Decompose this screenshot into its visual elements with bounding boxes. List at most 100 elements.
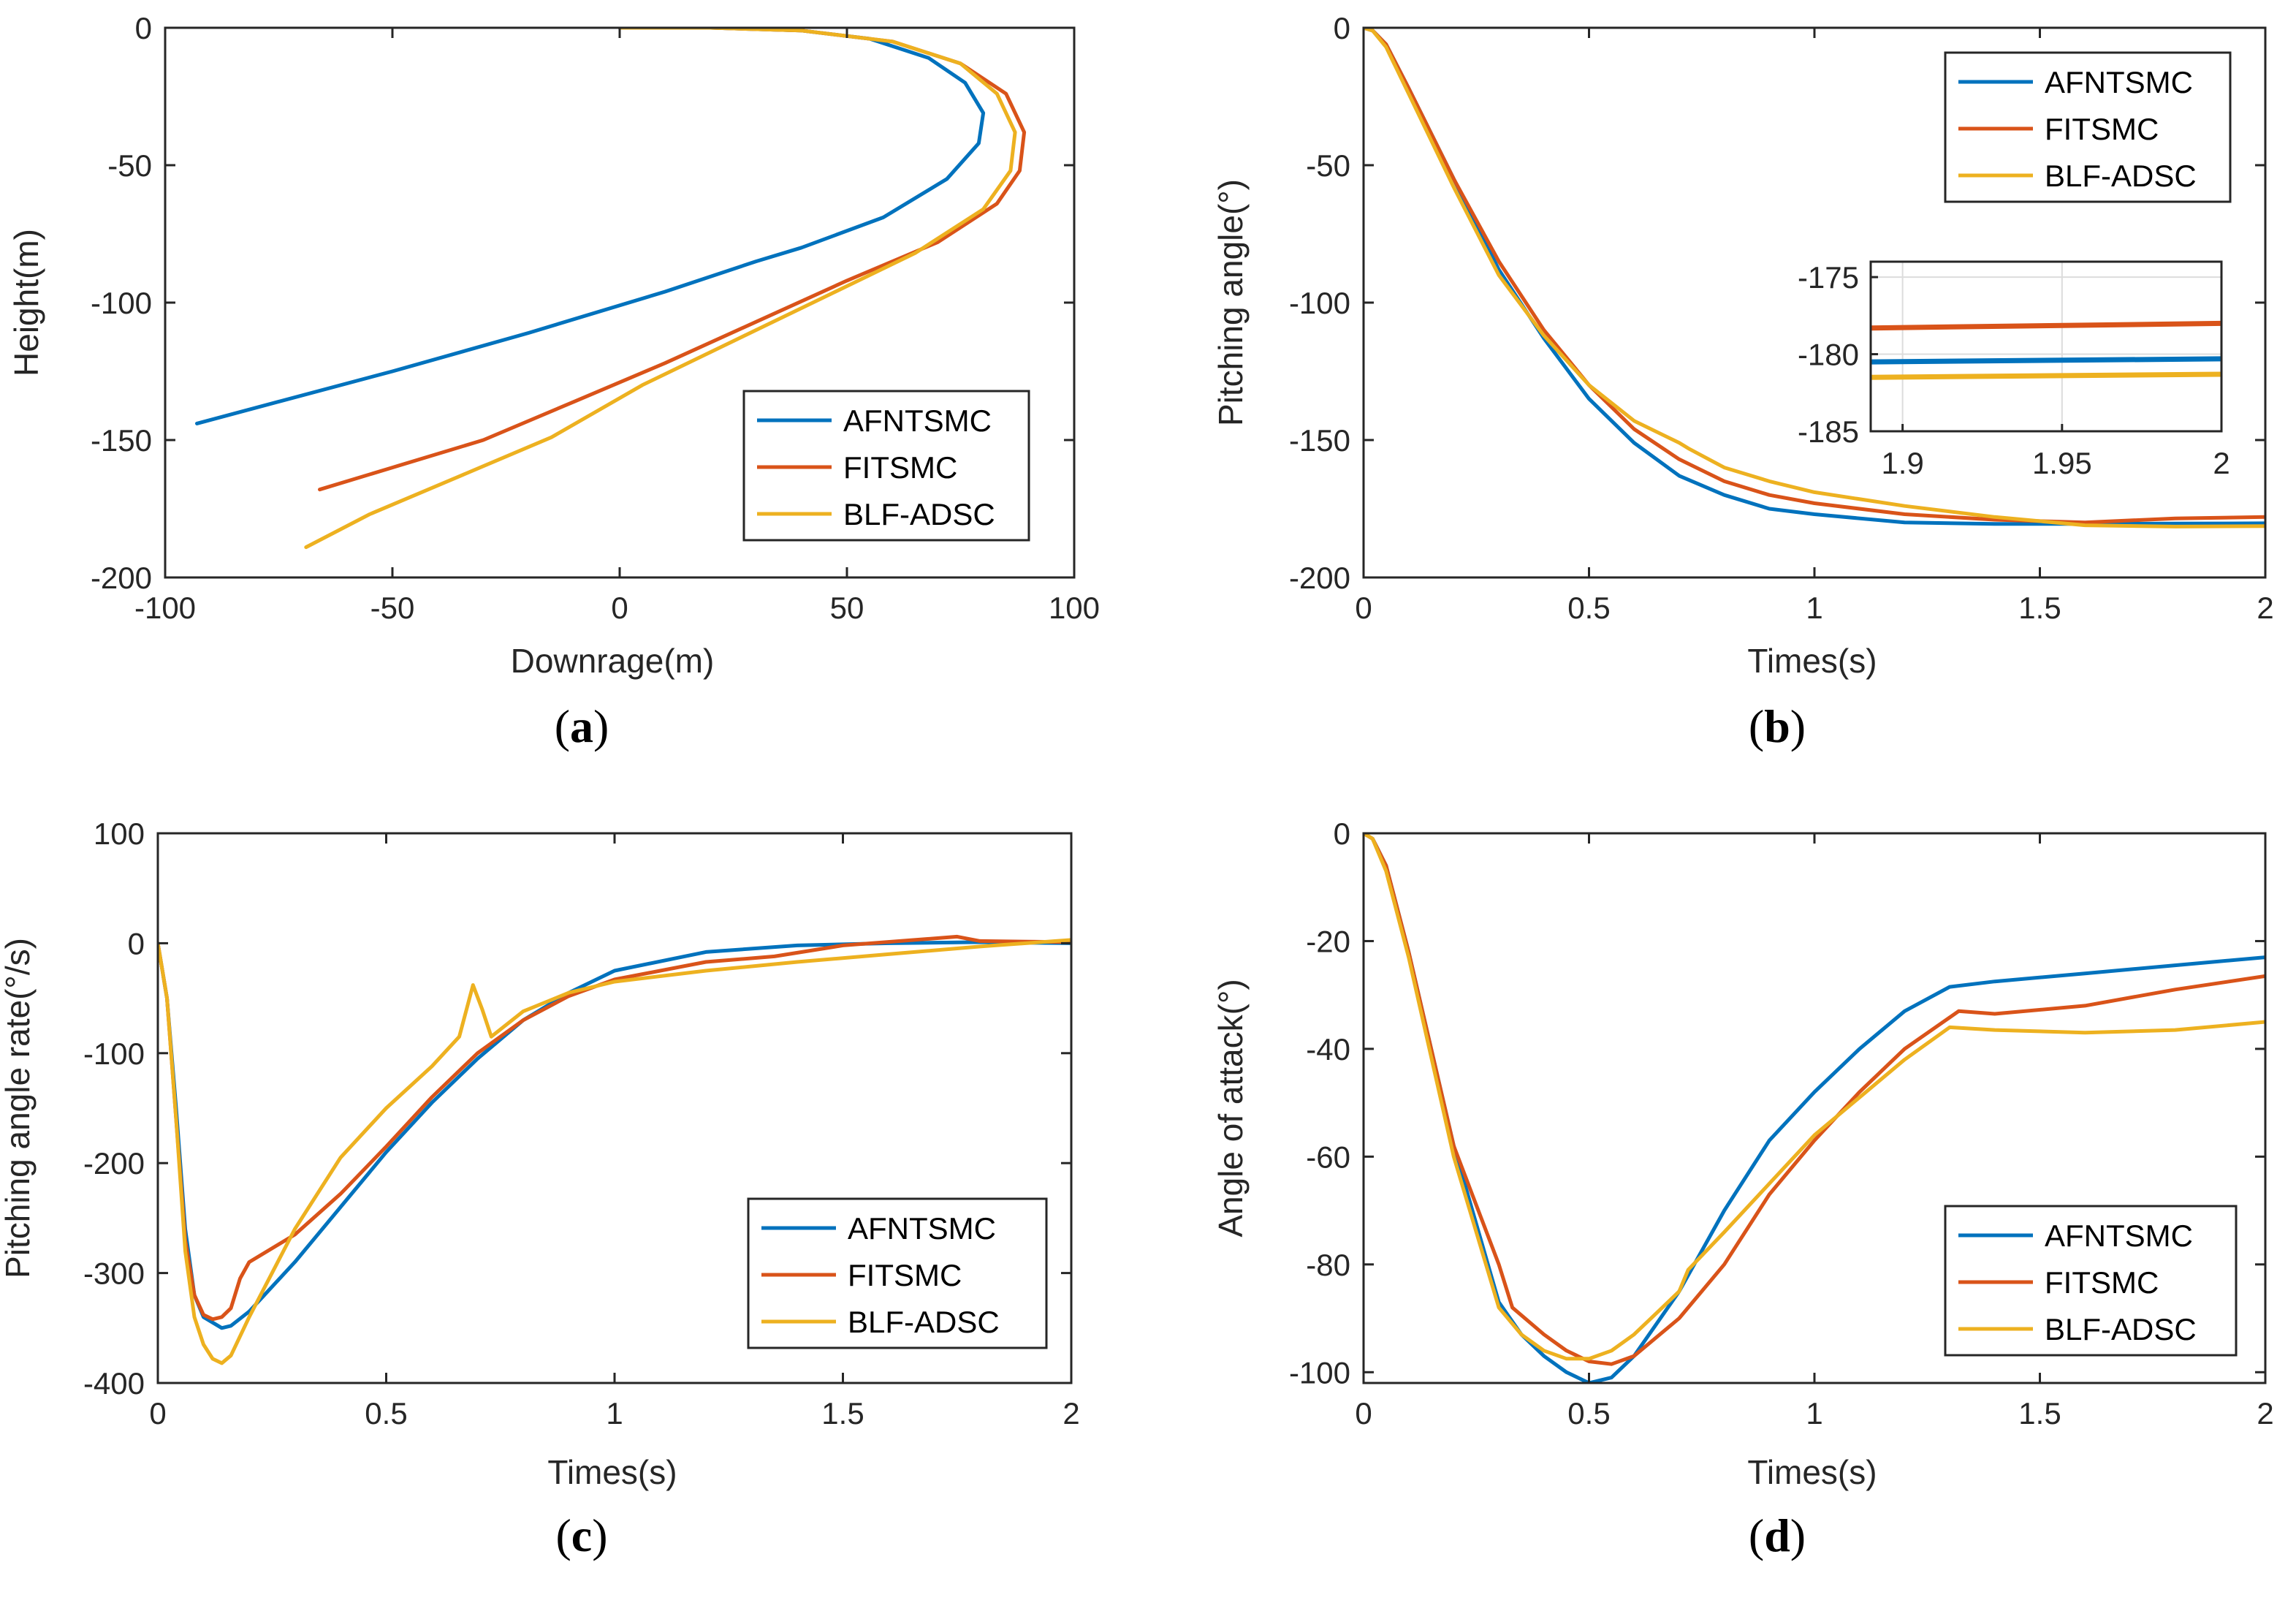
panel-label-close: )	[1790, 700, 1806, 752]
y-tick-label: -50	[1306, 148, 1350, 183]
inset-series-line-blf-adsc	[1871, 371, 2221, 380]
inset-axes-box	[1869, 260, 2223, 433]
x-axis-label: Downrage(m)	[511, 642, 715, 680]
x-tick-label: 0	[611, 591, 628, 625]
y-tick-label: -80	[1306, 1248, 1350, 1282]
panel-label: (c)	[555, 1509, 607, 1561]
y-tick-label: -50	[107, 148, 152, 183]
panel-label-open: (	[555, 700, 570, 752]
x-tick-label: 1.5	[2018, 1396, 2061, 1430]
y-tick-label: -400	[83, 1366, 145, 1401]
legend-label: FITSMC	[2045, 1265, 2159, 1300]
y-tick-label: 100	[94, 816, 145, 851]
y-tick-label: -100	[1289, 1355, 1350, 1390]
chart-panel-c: 0 0.5 1 1.5 2 100 0 -100 -200 -300 -400 Times(s) Pit…	[0, 816, 1080, 1561]
inset-plot-area	[1871, 262, 2221, 431]
x-tick-label: 2	[2257, 1396, 2273, 1430]
x-tick-label: 1	[1806, 591, 1822, 625]
y-tick-label: -40	[1306, 1032, 1350, 1066]
series-line-fitsmc	[158, 934, 1071, 1322]
y-tick-label: -200	[1289, 561, 1350, 595]
inset-y-tick-label: -185	[1798, 414, 1859, 449]
panel-label-close: )	[1790, 1509, 1806, 1561]
panel-label-open: (	[1749, 700, 1764, 752]
inset-x-tick-label: 2	[2213, 446, 2230, 480]
legend-label: AFNTSMC	[843, 403, 992, 438]
legend-label: BLF-ADSC	[848, 1305, 1000, 1339]
x-tick-label: 0.5	[1567, 1396, 1610, 1430]
x-tick-label: -100	[134, 591, 196, 625]
legend-label: FITSMC	[848, 1258, 962, 1292]
chart-panel-a: -100 -50 0 50 100 0 -50 -100 -150 -200 Downrage(m)…	[7, 11, 1100, 752]
y-tick-label: -60	[1306, 1140, 1350, 1174]
y-tick-label: -200	[83, 1146, 145, 1181]
legend-label: AFNTSMC	[2045, 65, 2193, 99]
y-tick-label: -100	[91, 286, 152, 320]
series-line-blf-adsc	[158, 938, 1071, 1365]
y-tick-label: -200	[91, 561, 152, 595]
inset-series-line-afntsmc	[1871, 356, 2221, 365]
y-axis-label: Pitching angle rate(°/s)	[0, 938, 37, 1278]
y-tick-label: -300	[83, 1257, 145, 1291]
x-axis-label: Times(s)	[547, 1453, 677, 1491]
x-tick-label: 1.5	[2018, 591, 2061, 625]
series-line-blf-adsc	[1364, 833, 2265, 1361]
x-axis-label: Times(s)	[1747, 642, 1877, 680]
panel-label: (a)	[555, 700, 609, 752]
x-tick-label: 0	[149, 1396, 166, 1430]
y-tick-label: 0	[135, 11, 152, 45]
panel-label-open: (	[555, 1509, 571, 1561]
legend-label: FITSMC	[2045, 112, 2159, 146]
inset-x-tick-label: 1.9	[1881, 446, 1923, 480]
y-tick-label: 0	[1334, 816, 1350, 851]
x-tick-label: -50	[370, 591, 415, 625]
panel-label: (d)	[1749, 1509, 1806, 1561]
inset-y-tick-label: -175	[1798, 260, 1859, 295]
legend: AFNTSMC FITSMC BLF-ADSC	[1944, 1205, 2238, 1357]
panel-label: (b)	[1749, 700, 1806, 752]
series-line-blf-adsc	[1364, 28, 2265, 528]
inset-series-line-fitsmc	[1871, 320, 2221, 331]
y-axis-label: Angle of attack(°)	[1212, 979, 1250, 1237]
legend-label: BLF-ADSC	[843, 497, 995, 531]
legend-label: BLF-ADSC	[2045, 159, 2197, 193]
x-tick-label: 0.5	[365, 1396, 407, 1430]
chart-panel-d: 0 0.5 1 1.5 2 0 -20 -40 -60 -80 -100 Times(s) Angle …	[1212, 816, 2274, 1561]
x-tick-label: 0	[1355, 591, 1372, 625]
panel-label-letter: d	[1764, 1509, 1790, 1561]
legend-label: BLF-ADSC	[2045, 1312, 2197, 1346]
legend: AFNTSMC FITSMC BLF-ADSC	[1944, 51, 2232, 203]
inset-y-tick-label: -180	[1798, 338, 1859, 372]
x-axis-label: Times(s)	[1747, 1453, 1877, 1491]
x-tick-label: 0.5	[1567, 591, 1610, 625]
x-tick-label: 1	[1806, 1396, 1822, 1430]
panel-label-close: )	[592, 1509, 607, 1561]
panel-label-letter: b	[1764, 700, 1790, 752]
legend-label: AFNTSMC	[2045, 1219, 2193, 1253]
series-line-fitsmc	[1364, 833, 2265, 1366]
y-axis-label: Height(m)	[7, 229, 45, 376]
y-tick-label: 0	[1334, 11, 1350, 45]
y-tick-label: -100	[83, 1037, 145, 1071]
panel-label-close: )	[593, 700, 609, 752]
y-tick-label: -100	[1289, 286, 1350, 320]
x-tick-label: 0	[1355, 1396, 1372, 1430]
y-tick-label: 0	[128, 926, 145, 960]
inset-chart: 1.9 1.95 2 -175 -180 -185	[1798, 260, 2230, 480]
legend: AFNTSMC FITSMC BLF-ADSC	[747, 1197, 1048, 1349]
x-tick-label: 1	[606, 1396, 623, 1430]
panel-label-open: (	[1749, 1509, 1764, 1561]
legend-label: FITSMC	[843, 450, 957, 485]
y-axis-label: Pitching angle(°)	[1212, 179, 1250, 426]
y-tick-label: -20	[1306, 924, 1350, 958]
panel-label-letter: a	[570, 700, 593, 752]
legend: AFNTSMC FITSMC BLF-ADSC	[742, 390, 1030, 542]
x-tick-label: 2	[1063, 1396, 1079, 1430]
legend-label: AFNTSMC	[848, 1211, 996, 1246]
x-tick-label: 2	[2257, 591, 2273, 625]
series-line-blf-adsc	[304, 28, 1017, 550]
inset-x-tick-label: 1.95	[2032, 446, 2092, 480]
panel-label-letter: c	[571, 1509, 592, 1561]
x-tick-label: 50	[830, 591, 864, 625]
